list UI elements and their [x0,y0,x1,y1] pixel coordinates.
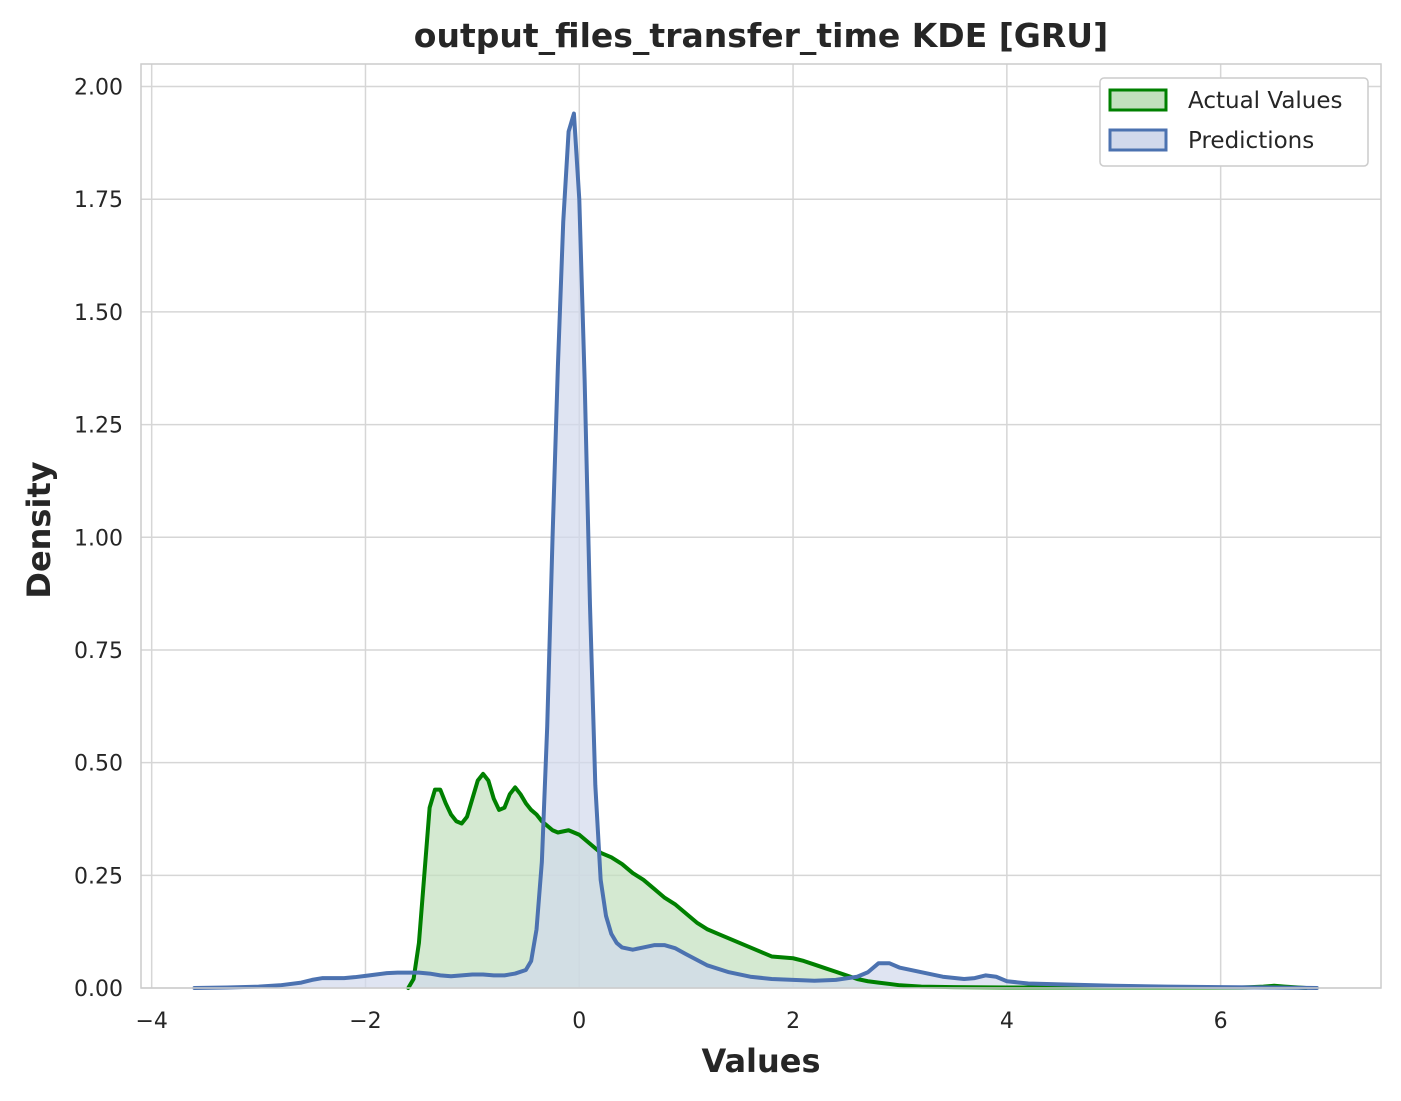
plot-frame [140,63,1382,989]
y-tick-labels: 0.00 0.25 0.50 0.75 1.00 1.25 1.50 1.75 2.00 [74,76,123,1002]
chart-title: output_files_transfer_time KDE [GRU] [414,16,1108,55]
x-tick-label: 6 [1214,1009,1228,1034]
series-line-actual-values [406,771,1309,990]
x-tick-label: −2 [349,1009,381,1034]
legend-swatch-predictions [1108,128,1168,152]
grid-lines [141,64,1381,989]
series-lines [192,111,1319,990]
y-tick-label: 0.25 [74,864,123,889]
y-tick-label: 0.75 [74,639,123,664]
y-tick-label: 2.00 [74,76,123,101]
y-tick-label: 1.75 [74,188,123,213]
series-line-predictions [192,111,1319,990]
legend-label-predictions: Predictions [1188,128,1314,154]
series-fill-actual-values [408,773,1307,988]
legend: Actual Values Predictions [1099,77,1369,167]
x-tick-labels: −4 −2 0 2 4 6 [135,1009,1227,1034]
legend-swatch-actual-values [1108,88,1168,112]
legend-label-actual-values: Actual Values [1188,88,1343,114]
x-tick-label: 4 [1000,1009,1014,1034]
plot-background [141,64,1381,988]
series-fills [194,113,1317,988]
x-tick-label: 2 [786,1009,800,1034]
y-tick-label: 1.50 [74,301,123,326]
y-tick-label: 1.25 [74,414,123,439]
x-tick-label: −4 [135,1009,167,1034]
x-tick-label: 0 [572,1009,586,1034]
y-tick-label: 0.50 [74,752,123,777]
y-tick-label: 0.00 [74,977,123,1002]
x-axis-label: Values [701,1042,820,1080]
y-tick-label: 1.00 [74,526,123,551]
y-axis-label: Density [20,461,58,598]
